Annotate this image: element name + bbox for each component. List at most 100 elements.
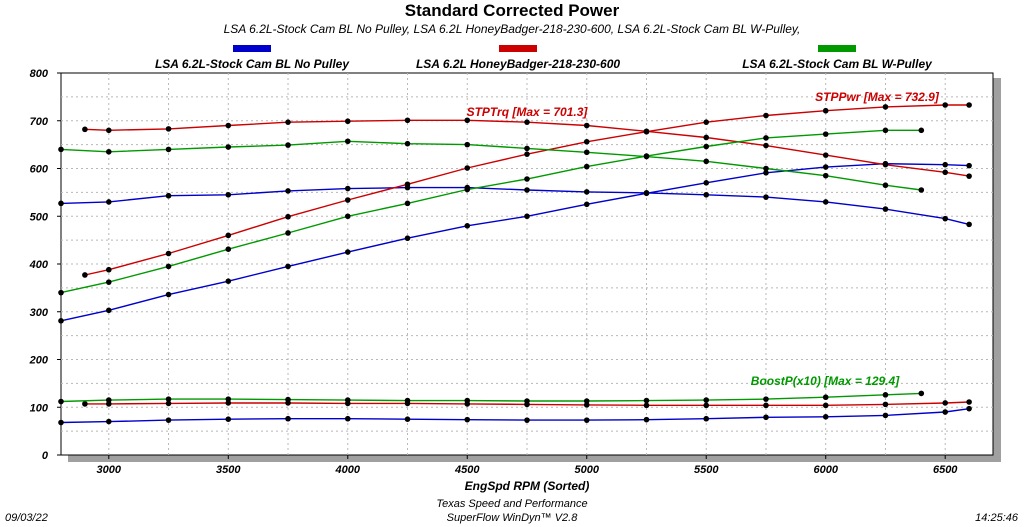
data-point: [918, 390, 925, 397]
data-point: [524, 145, 530, 152]
data-point: [285, 415, 291, 422]
data-point: [464, 416, 471, 423]
data-point: [464, 141, 471, 148]
data-point: [643, 402, 650, 409]
data-point: [822, 199, 829, 205]
data-point: [763, 414, 769, 421]
data-point: [464, 165, 471, 171]
y-tick-label: 500: [30, 211, 49, 223]
data-point: [703, 143, 710, 150]
annotation-stppwr-max: STPPwr [Max = 732.9]: [815, 90, 940, 104]
data-point: [165, 146, 172, 153]
data-point: [822, 107, 829, 114]
data-point: [464, 223, 471, 229]
data-point: [822, 152, 829, 158]
data-point: [524, 187, 530, 193]
data-point: [464, 397, 471, 404]
data-point: [225, 191, 232, 198]
data-point: [82, 401, 88, 407]
x-tick-label: 6000: [813, 464, 838, 476]
data-point: [643, 153, 650, 159]
data-point: [942, 215, 949, 222]
footer-company: Texas Speed and Performance: [436, 498, 588, 510]
data-point: [822, 164, 829, 170]
data-point: [344, 249, 351, 255]
data-point: [942, 409, 949, 415]
data-point: [882, 161, 889, 168]
data-point: [703, 134, 710, 141]
data-point: [285, 119, 291, 125]
data-point: [58, 146, 64, 153]
x-tick-label: 3000: [97, 464, 122, 476]
series-line-stptrq: [60, 140, 922, 191]
data-point: [882, 412, 889, 419]
data-point: [344, 138, 351, 145]
data-point: [882, 392, 889, 398]
data-point: [763, 396, 769, 402]
data-point: [105, 418, 112, 425]
data-point: [942, 161, 949, 168]
data-point: [524, 176, 530, 182]
data-point: [285, 142, 291, 148]
data-point: [524, 213, 530, 220]
footer-software: SuperFlow WinDyn™ V2.8: [446, 512, 578, 524]
data-point: [966, 405, 972, 412]
data-point: [404, 140, 411, 147]
series-line-stppwr: [60, 129, 922, 294]
data-point: [285, 188, 291, 194]
data-point: [583, 189, 590, 195]
data-point: [105, 279, 112, 285]
data-point: [285, 230, 291, 236]
data-point: [942, 400, 949, 406]
x-tick-label: 5500: [694, 464, 719, 476]
data-point: [225, 396, 232, 402]
data-point: [583, 138, 590, 145]
data-point: [583, 163, 590, 170]
data-point: [822, 394, 829, 401]
data-point: [58, 200, 64, 207]
data-point: [763, 402, 769, 409]
chart-title: Standard Corrected Power: [404, 1, 620, 20]
data-point: [524, 398, 530, 404]
x-tick-label: 4000: [335, 464, 361, 476]
data-point: [165, 291, 172, 298]
footer-time: 14:25:46: [975, 512, 1018, 524]
annotation-boost-max: BoostP(x10) [Max = 129.4]: [751, 374, 900, 388]
data-point: [643, 128, 650, 135]
data-point: [763, 194, 769, 200]
data-point: [643, 397, 650, 404]
data-point: [703, 158, 710, 165]
data-point: [344, 397, 351, 403]
data-point: [822, 172, 829, 179]
data-point: [882, 206, 889, 212]
data-point: [882, 104, 889, 110]
data-point: [583, 417, 590, 423]
y-tick-label: 600: [30, 164, 49, 176]
data-point: [165, 263, 172, 270]
data-point: [464, 117, 471, 124]
data-point: [105, 307, 112, 314]
data-point: [703, 119, 710, 125]
y-tick-label: 200: [29, 355, 49, 367]
data-point: [165, 126, 172, 132]
data-point: [82, 272, 88, 278]
series-line-boostp-x10: [60, 392, 922, 403]
data-point: [822, 402, 829, 409]
legend-entry-w-pulley: LSA 6.2L-Stock Cam BL W-Pulley: [677, 45, 997, 71]
y-tick-label: 800: [30, 68, 49, 80]
data-point: [918, 127, 925, 134]
data-point: [105, 127, 112, 134]
legend-label: LSA 6.2L-Stock Cam BL No Pulley: [154, 57, 350, 71]
x-tick-label: 4500: [454, 464, 480, 476]
data-point: [882, 401, 889, 408]
data-point: [763, 112, 769, 119]
data-point: [404, 117, 411, 124]
data-point: [966, 173, 972, 179]
data-point: [583, 201, 590, 208]
data-point: [966, 399, 972, 405]
legend-swatch-red: [499, 45, 537, 52]
data-point: [763, 142, 769, 149]
data-point: [344, 185, 351, 192]
y-tick-label: 100: [30, 402, 49, 414]
